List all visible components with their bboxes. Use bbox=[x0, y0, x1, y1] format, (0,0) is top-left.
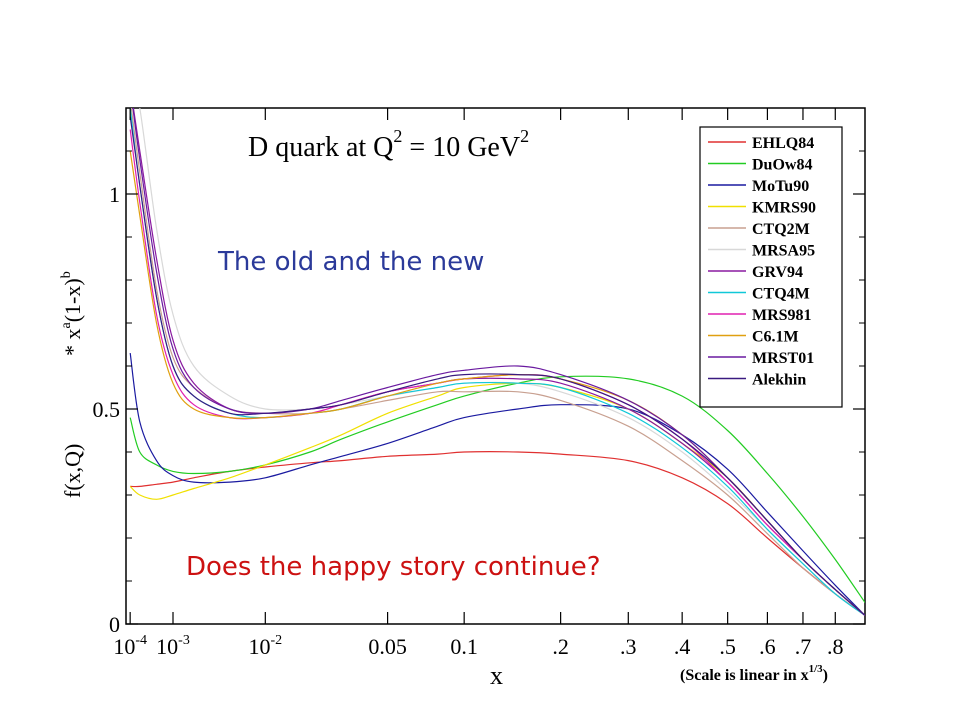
scale-note-main: (Scale is linear in x bbox=[680, 667, 809, 684]
x-tick-label: 10-2 bbox=[248, 633, 282, 659]
y-axis-label: f(x,Q) bbox=[60, 444, 85, 498]
x-tick-label: .2 bbox=[552, 634, 569, 659]
title-mid: = 10 GeV bbox=[402, 132, 520, 163]
legend-label: MRS981 bbox=[752, 307, 812, 324]
legend-label: CTQ4M bbox=[752, 286, 810, 303]
ylabel-a: a bbox=[59, 322, 74, 329]
series-layer bbox=[129, 108, 865, 616]
y-tick-label: 0 bbox=[109, 612, 120, 637]
legend-label: MRST01 bbox=[752, 350, 814, 367]
x-axis-ticks: 10-4 10-3 10-2 0.05 0.1 .2 .3 .4 .5 .6 .7 .8 bbox=[113, 108, 844, 659]
y-tick-label: 0.5 bbox=[93, 397, 121, 422]
ylabel-main: f(x,Q) bbox=[60, 444, 85, 498]
x-axis-label: x bbox=[490, 661, 503, 690]
ylabel-star: * x bbox=[60, 329, 85, 357]
legend-label: CTQ2M bbox=[752, 221, 810, 238]
series-line-alekhin bbox=[129, 116, 865, 616]
series-line-ctq2m bbox=[130, 108, 865, 616]
x-tick-label: .8 bbox=[827, 634, 844, 659]
legend-box bbox=[699, 126, 843, 408]
chart-title: D quark at Q2 = 10 GeV2 bbox=[248, 126, 529, 163]
title-main: D quark at Q bbox=[248, 132, 393, 163]
legend-label: MoTu90 bbox=[752, 178, 809, 195]
x-tick-label: 0.05 bbox=[368, 634, 407, 659]
x-tick-label: 10-3 bbox=[156, 633, 190, 659]
scale-note-sup: 1/3 bbox=[809, 663, 824, 675]
ylabel-mid: (1-x) bbox=[60, 278, 85, 322]
scale-note-end: ) bbox=[823, 667, 828, 684]
x-tick-label: .6 bbox=[759, 634, 776, 659]
y-tick-label: 1 bbox=[109, 182, 120, 207]
y-axis-ticks: 00.51 bbox=[93, 150, 865, 637]
legend-label: EHLQ84 bbox=[752, 135, 814, 152]
x-tick-label: .5 bbox=[719, 634, 736, 659]
legend-label: DuOw84 bbox=[752, 157, 812, 174]
x-tick-label: 10-4 bbox=[113, 633, 147, 659]
annotation-happy-story: Does the happy story continue? bbox=[186, 552, 601, 582]
y-axis-label-factor: * xa(1-x)b bbox=[59, 271, 85, 356]
series-line-ehlq84 bbox=[130, 451, 865, 616]
legend-label: GRV94 bbox=[752, 264, 803, 281]
title-end-sup: 2 bbox=[520, 126, 529, 146]
legend-label: Alekhin bbox=[752, 372, 806, 389]
scale-note: (Scale is linear in x1/3) bbox=[680, 663, 828, 684]
x-tick-label: .7 bbox=[795, 634, 812, 659]
ylabel-b: b bbox=[59, 271, 74, 278]
x-tick-label: 0.1 bbox=[450, 634, 478, 659]
series-line-motu90 bbox=[129, 353, 865, 616]
x-tick-label: .3 bbox=[620, 634, 637, 659]
legend-label: C6.1M bbox=[752, 329, 799, 346]
annotation-old-new: The old and the new bbox=[217, 247, 484, 277]
series-line-duow84 bbox=[129, 375, 865, 603]
legend: EHLQ84 DuOw84 MoTu90 KMRS90 CTQ2M MRSA95 GRV94… bbox=[699, 126, 843, 408]
title-sup: 2 bbox=[393, 126, 402, 146]
legend-label: KMRS90 bbox=[752, 200, 816, 217]
legend-label: MRSA95 bbox=[752, 243, 815, 260]
x-tick-label: .4 bbox=[674, 634, 691, 659]
